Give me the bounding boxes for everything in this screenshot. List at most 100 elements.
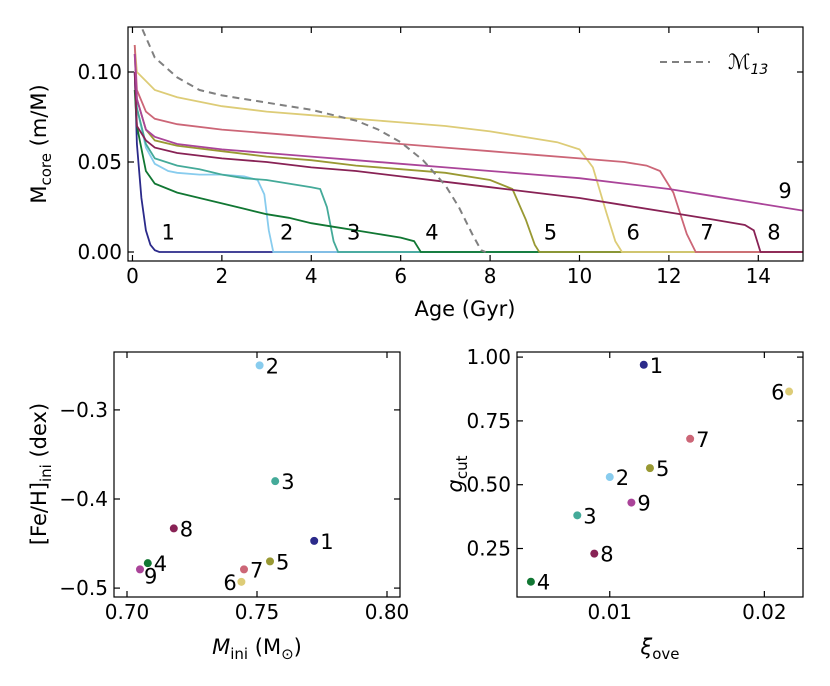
- x-tick-label: 0.80: [365, 600, 410, 624]
- br-x-axis-label: ξove: [639, 635, 679, 663]
- point-label-9: 9: [637, 492, 650, 516]
- curve-label-9: 9: [778, 179, 791, 203]
- age-core-mass-panel: 0 2 4 6 8 10 12 140.000.050.10 1 2 3 4 5 6 7 89 ℳ13 Ag…: [27, 26, 804, 321]
- y-tick-label: −0.5: [59, 576, 108, 600]
- x-tick-label: 0: [126, 264, 139, 288]
- point-2: [605, 473, 614, 482]
- point-label-3: 3: [583, 504, 596, 528]
- point-label-6: 6: [223, 571, 236, 595]
- x-tick-label: 4: [305, 264, 318, 288]
- y-tick-label: 0.25: [466, 537, 511, 561]
- y-tick-label: 0.75: [466, 409, 511, 433]
- point-3: [271, 477, 280, 486]
- x-tick-label: 0.70: [105, 600, 150, 624]
- point-label-2: 2: [616, 466, 629, 490]
- point-9: [136, 565, 144, 574]
- br-ticks: 0.01 0.02 0.25 0.50 0.75 1.00: [466, 345, 803, 624]
- x-tick-label: 6: [394, 264, 407, 288]
- point-2: [255, 361, 264, 370]
- point-label-5: 5: [656, 457, 669, 481]
- bl-axis-frame: [113, 351, 401, 598]
- x-tick-label: 12: [656, 264, 681, 288]
- legend-label: ℳ13: [728, 50, 768, 78]
- series-line-2: [133, 71, 803, 253]
- x-tick-label: 2: [216, 264, 229, 288]
- y-tick-label: −0.3: [59, 398, 108, 422]
- point-7: [240, 565, 248, 574]
- point-1: [639, 360, 648, 369]
- series-line-6: [133, 44, 803, 253]
- x-tick-label: 0.75: [235, 600, 280, 624]
- curve-label-2: 2: [280, 220, 293, 244]
- x-tick-label: 14: [746, 264, 771, 288]
- point-label-2: 2: [266, 354, 279, 378]
- point-label-7: 7: [696, 428, 709, 452]
- point-1: [310, 536, 319, 545]
- point-5: [266, 557, 274, 566]
- point-label-1: 1: [650, 354, 663, 378]
- point-label-4: 4: [154, 552, 167, 576]
- y-tick-label: 0.50: [466, 473, 511, 497]
- curve-label-8: 8: [767, 220, 780, 244]
- br-axis-frame: [516, 351, 804, 598]
- x-tick-label: 8: [484, 264, 497, 288]
- top-axis-frame: [127, 26, 804, 262]
- top-y-axis-label: Mcore (m/M): [27, 84, 55, 203]
- legend: ℳ13: [660, 50, 768, 78]
- reference-dashed-line: [140, 27, 486, 253]
- point-label-1: 1: [320, 530, 333, 554]
- curve-label-7: 7: [700, 220, 713, 244]
- y-tick-label: 0.10: [77, 60, 122, 84]
- point-5: [645, 464, 654, 473]
- x-tick-label: 10: [567, 264, 592, 288]
- bl-ticks: 0.70 0.75 0.80 −0.5 −0.4 −0.3: [59, 352, 409, 624]
- curve-label-4: 4: [425, 220, 438, 244]
- curve-label-5: 5: [544, 220, 557, 244]
- top-curve-labels: 1 2 3 4 5 6 7 8 9: [162, 179, 792, 244]
- y-tick-label: −0.4: [59, 487, 108, 511]
- point-label-8: 8: [180, 517, 193, 541]
- point-label-4: 4: [537, 571, 550, 595]
- point-label-5: 5: [276, 550, 289, 574]
- series-line-9: [133, 53, 803, 212]
- point-6: [785, 387, 794, 396]
- series-line-4: [133, 89, 803, 253]
- x-tick-label: 0.02: [742, 600, 787, 624]
- curve-label-6: 6: [626, 220, 639, 244]
- y-tick-label: 0.05: [77, 150, 122, 174]
- point-4: [143, 559, 152, 568]
- point-6: [237, 577, 246, 586]
- top-series-group: [133, 27, 803, 253]
- curve-label-1: 1: [162, 220, 175, 244]
- series-line-3: [133, 71, 803, 253]
- point-8: [590, 549, 599, 558]
- point-7: [686, 434, 695, 443]
- point-3: [573, 511, 582, 520]
- series-line-1: [133, 71, 803, 253]
- x-tick-label: 0.01: [587, 600, 632, 624]
- bl-y-axis-label: [Fe/H]ini (dex): [27, 403, 55, 545]
- y-tick-label: 0.00: [77, 240, 122, 264]
- point-4: [526, 577, 535, 586]
- point-label-7: 7: [250, 558, 263, 582]
- bl-x-axis-label: Mini (M⊙): [212, 635, 302, 663]
- top-x-axis-label: Age (Gyr): [414, 297, 515, 321]
- br-y-axis-label: gcut: [443, 455, 471, 492]
- series-line-5: [133, 53, 803, 253]
- series-line-7: [133, 44, 803, 253]
- point-8: [169, 524, 178, 533]
- top-ticks: 0 2 4 6 8 10 12 140.000.050.10: [77, 27, 803, 288]
- series-line-8: [133, 71, 803, 253]
- point-label-8: 8: [600, 543, 613, 567]
- curve-label-3: 3: [347, 220, 360, 244]
- point-label-3: 3: [281, 470, 294, 494]
- y-tick-label: 1.00: [466, 345, 511, 369]
- point-9: [627, 498, 636, 507]
- point-label-9: 9: [144, 564, 157, 588]
- point-label-6: 6: [771, 381, 784, 405]
